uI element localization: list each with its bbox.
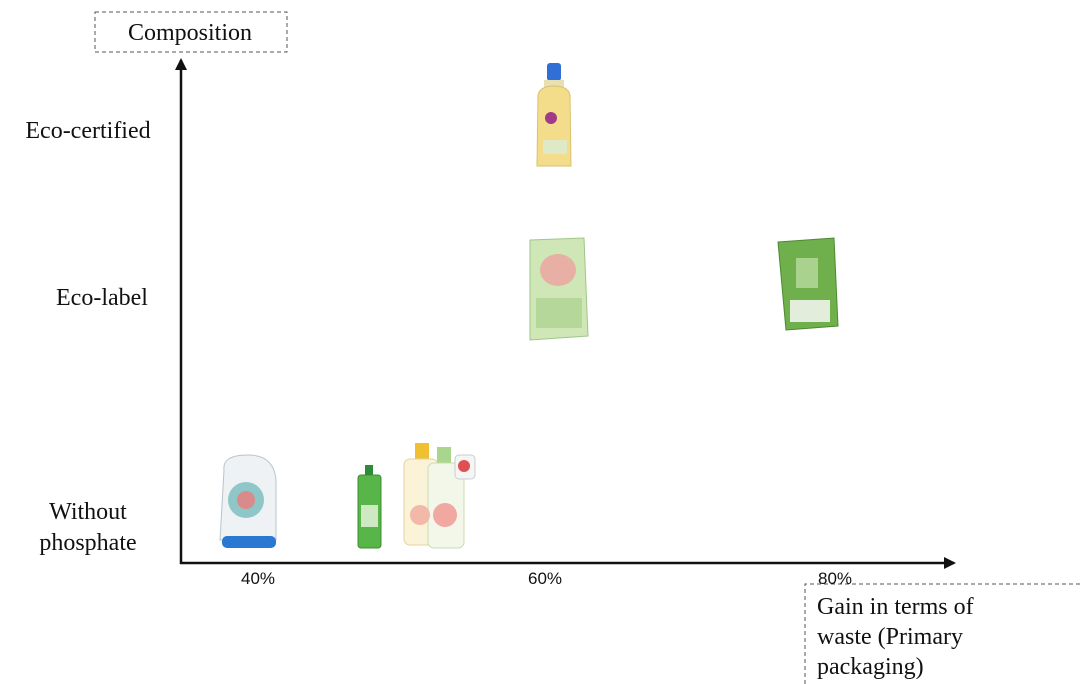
x-label: 80% bbox=[818, 569, 852, 588]
product-eco-label-pouch bbox=[529, 237, 589, 341]
y-label: phosphate bbox=[39, 530, 136, 556]
x-axis-title-line: packaging) bbox=[817, 654, 924, 680]
y-title-box bbox=[94, 11, 288, 53]
x-axis-title-line: waste (Primary bbox=[817, 624, 963, 650]
x-axis-title-line: Gain in terms of bbox=[817, 594, 974, 620]
y-label: Without bbox=[49, 499, 127, 525]
product-softener-bottles bbox=[403, 443, 476, 549]
x-label: 40% bbox=[241, 569, 275, 588]
x-label: 60% bbox=[528, 569, 562, 588]
y-axis-title: Composition bbox=[128, 20, 252, 46]
product-eco-certified-bottle bbox=[536, 63, 572, 167]
x-title-box bbox=[804, 583, 1082, 684]
y-label: Eco-label bbox=[56, 285, 148, 311]
y-label: Eco-certified bbox=[25, 118, 150, 144]
product-eco-label-pouch-green bbox=[777, 237, 839, 331]
product-detergent-gel bbox=[219, 454, 277, 548]
product-green-bottle bbox=[357, 465, 382, 549]
